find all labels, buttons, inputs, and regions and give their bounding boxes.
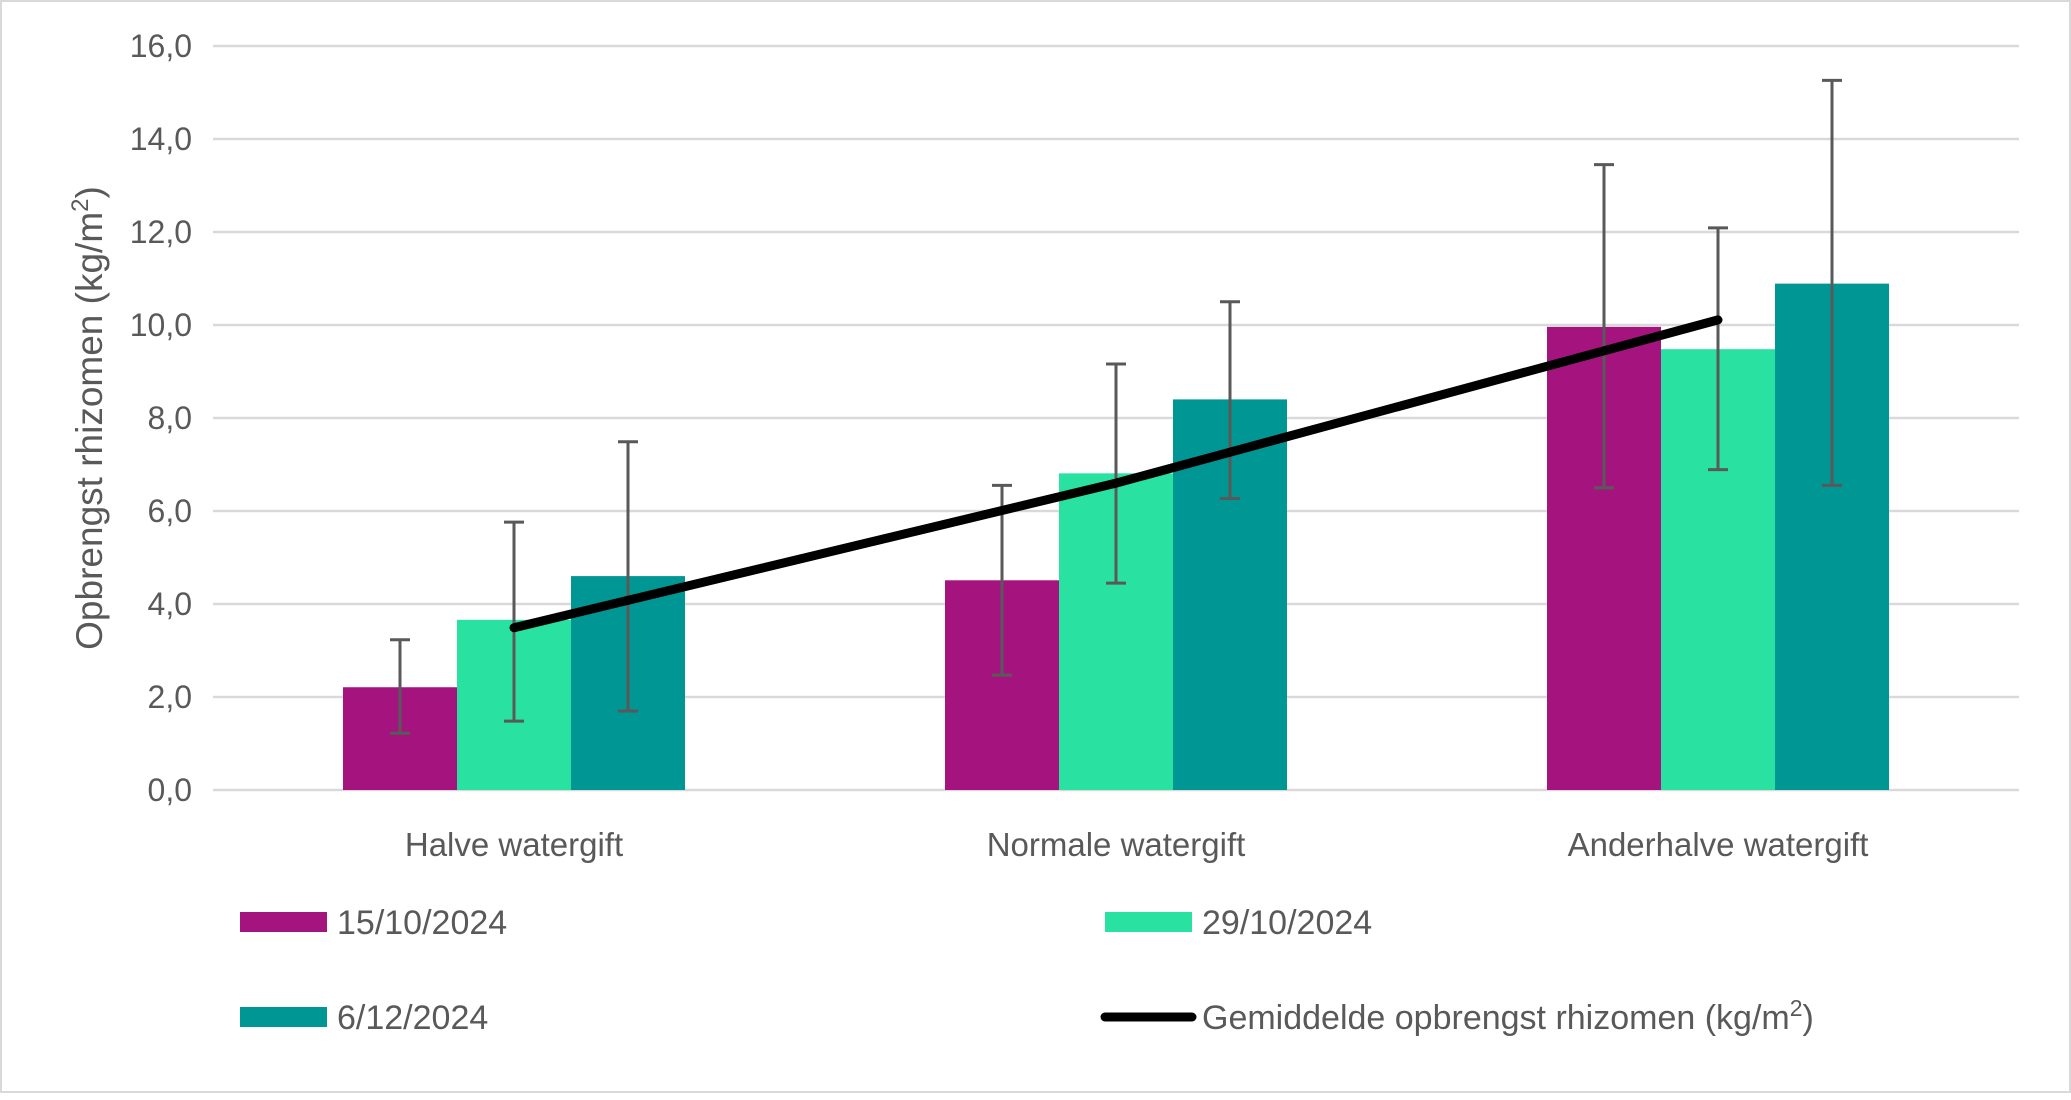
- error-bars: [390, 78, 1842, 735]
- y-tick-label: 10,0: [130, 307, 192, 343]
- y-tick-label: 16,0: [130, 28, 192, 64]
- x-tick-label: Normale watergift: [987, 826, 1246, 863]
- legend-label-average: Gemiddelde opbrengst rhizomen (kg/m2): [1202, 995, 1814, 1037]
- y-tick-label: 4,0: [148, 586, 192, 622]
- y-tick-label: 12,0: [130, 214, 192, 250]
- legend-swatch-29-10-2024: [1105, 912, 1192, 932]
- legend-label-29-10-2024: 29/10/2024: [1202, 904, 1372, 942]
- legend-label-6-12-2024: 6/12/2024: [337, 999, 488, 1037]
- legend: 15/10/2024 29/10/2024 6/12/2024 Gemiddel…: [240, 904, 1814, 1037]
- y-axis-title: Opbrengst rhizomen (kg/m2): [67, 186, 110, 650]
- y-axis-ticks: 0,0 2,0 4,0 6,0 8,0 10,0 12,0 14,0 16,0: [130, 28, 192, 808]
- average-line-path: [509, 315, 1723, 633]
- legend-swatch-6-12-2024: [240, 1007, 327, 1027]
- y-tick-label: 0,0: [148, 772, 192, 808]
- x-tick-label: Anderhalve watergift: [1568, 826, 1869, 863]
- x-tick-label: Halve watergift: [405, 826, 623, 863]
- average-line: [509, 315, 1723, 633]
- y-tick-label: 14,0: [130, 121, 192, 157]
- y-tick-label: 6,0: [148, 493, 192, 529]
- legend-swatch-15-10-2024: [240, 912, 327, 932]
- legend-label-15-10-2024: 15/10/2024: [337, 904, 507, 942]
- y-tick-label: 2,0: [148, 679, 192, 715]
- y-tick-label: 8,0: [148, 400, 192, 436]
- x-axis-labels: Halve watergift Normale watergift Anderhal…: [405, 826, 1869, 863]
- bars: [343, 283, 1889, 790]
